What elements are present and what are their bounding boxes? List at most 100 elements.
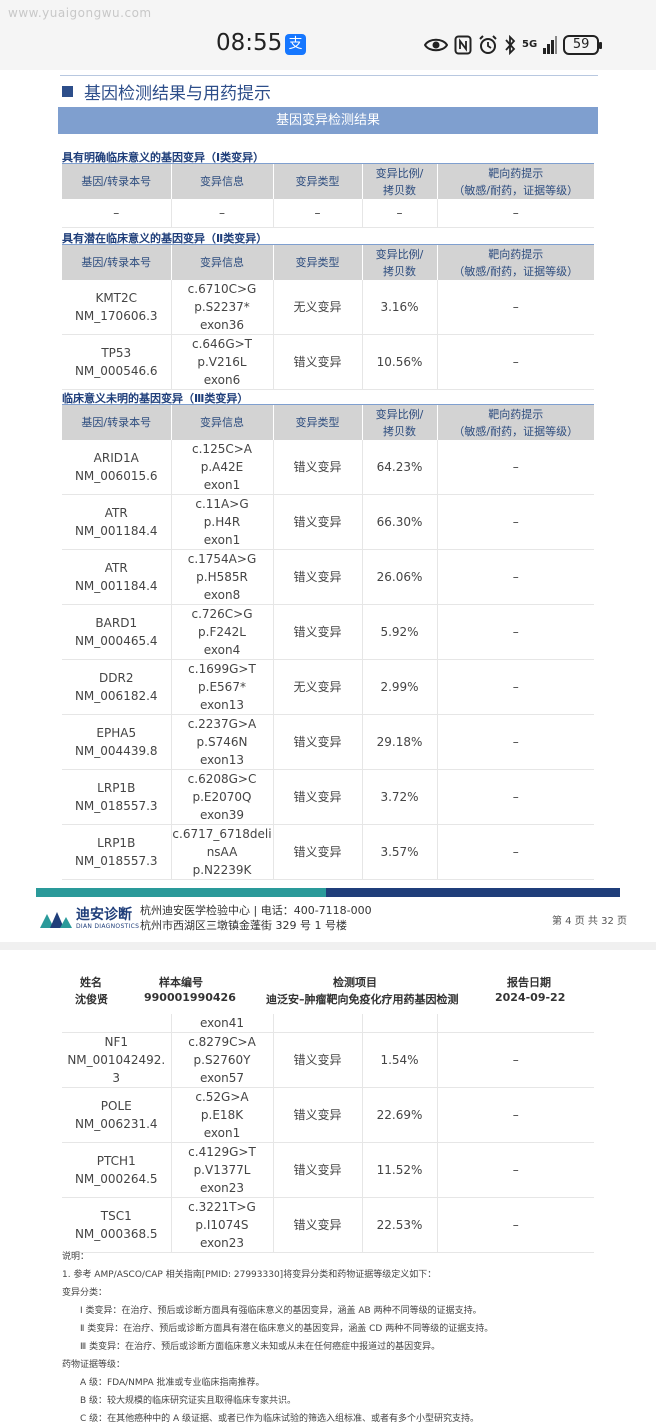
table-row: ARID1A NM_006015.6 c.125C>A p.A42E exon1 错… (62, 440, 594, 495)
type-cell: 错义变异 (273, 549, 363, 605)
drug-cell: – (437, 1032, 594, 1088)
page-number: 第 4 页 共 32 页 (552, 916, 627, 927)
sample-id: 990001990426 (144, 991, 236, 1004)
category-3-table: 基因/转录本号 变异信息 变异类型 变异比例/ 拷贝数 靶向药提示 （敏感/耐药… (62, 405, 594, 880)
table-row: DDR2 NM_006182.4 c.1699G>T p.E567* exon13… (62, 659, 594, 715)
footer-info: 杭州迪安医学检验中心 | 电话：400-7118-000 杭州市西湖区三墩镇金蓬… (140, 903, 372, 933)
category-2-table: 基因/转录本号 变异信息 变异类型 变异比例/ 拷贝数 靶向药提示 （敏感/耐药… (62, 245, 594, 390)
gene-cell: LRP1B NM_018557.3 (62, 769, 172, 825)
nfc-icon (454, 35, 472, 55)
section-bullet-icon (62, 86, 73, 97)
eye-icon (424, 38, 448, 52)
type-cell: 错义变异 (273, 1142, 363, 1198)
variant-cell: c.8279C>A p.S2760Y exon57 (171, 1032, 274, 1088)
drug-cell: – (437, 199, 594, 228)
logo-chinese-name: 迪安诊断 (76, 907, 132, 923)
header-variant: 变异信息 (171, 164, 274, 199)
ratio-cell: 26.06% (362, 549, 438, 605)
table-row: ATR NM_001184.4 c.1754A>G p.H585R exon8 错义… (62, 549, 594, 605)
table-row: EPHA5 NM_004439.8 c.2237G>A p.S746N exon1… (62, 714, 594, 770)
header-drug: 靶向药提示 （敏感/耐药，证据等级） (437, 405, 594, 440)
ratio-cell: – (362, 199, 438, 228)
notes-reference: 1. 参考 AMP/ASCO/CAP 相关指南[PMID: 27993330]将… (62, 1270, 437, 1280)
variant-cell: c.4129G>T p.V1377L exon23 (171, 1142, 274, 1198)
alipay-notification-icon: 支 (285, 34, 306, 55)
ratio-cell: 3.72% (362, 769, 438, 825)
variant-cell: – (171, 199, 274, 228)
table-row: KMT2C NM_170606.3 c.6710C>G p.S2237* exon… (62, 280, 594, 335)
footer-bar-accent (36, 888, 326, 897)
watermark: www.yuaigongwu.com (8, 6, 152, 20)
header-type: 变异类型 (273, 405, 363, 440)
level-b-definition: B 级：较大规模的临床研究证实且取得临床专家共识。 (80, 1396, 297, 1406)
class-1-definition: Ⅰ 类变异：在治疗、预后或诊断方面具有强临床意义的基因变异，涵盖 AB 两种不同… (80, 1306, 482, 1316)
signal-icon (543, 36, 558, 54)
ratio-cell: 10.56% (362, 334, 438, 390)
drug-cell: – (437, 714, 594, 770)
gene-cell: TP53 NM_000546.6 (62, 334, 172, 390)
drug-cell: – (437, 494, 594, 550)
report-page-4: 基因检测结果与用药提示 基因变异检测结果 具有明确临床意义的基因变异（Ⅰ类变异）… (0, 70, 656, 942)
type-cell: 错义变异 (273, 604, 363, 660)
category-1-table: 基因/转录本号 变异信息 变异类型 变异比例/ 拷贝数 靶向药提示 （敏感/耐药… (62, 164, 594, 228)
ratio-cell: 11.52% (362, 1142, 438, 1198)
header-ratio: 变异比例/ 拷贝数 (362, 164, 438, 199)
type-cell: 无义变异 (273, 659, 363, 715)
status-bar: www.yuaigongwu.com 08:55 支 5G 59 (0, 0, 656, 70)
type-cell: 无义变异 (273, 280, 363, 335)
header-drug: 靶向药提示 （敏感/耐药，证据等级） (437, 164, 594, 199)
footer-contact: 杭州迪安医学检验中心 | 电话：400-7118-000 (140, 904, 372, 917)
company-logo: 迪安诊断 DIAN DIAGNOSTICS (38, 908, 139, 930)
class-2-definition: Ⅱ 类变异：在治疗、预后或诊断方面具有潜在临床意义的基因变异，涵盖 CD 两种不… (80, 1324, 494, 1334)
report-page-5: 姓名 沈俊贤 样本编号 990001990426 检测项目 迪泛安–肿瘤靶向免疫… (0, 950, 656, 1424)
clock: 08:55 (216, 30, 283, 56)
drug-cell: – (437, 1087, 594, 1143)
table-row: ATR NM_001184.4 c.11A>G p.H4R exon1 错义变异 66… (62, 494, 594, 550)
gene-cell: PTCH1 NM_000264.5 (62, 1142, 172, 1198)
network-label: 5G (522, 39, 538, 50)
header-type: 变异类型 (273, 164, 363, 199)
type-cell: 错义变异 (273, 824, 363, 880)
bluetooth-icon (505, 35, 516, 55)
variant-cell: c.1754A>G p.H585R exon8 (171, 549, 274, 605)
table-row: LRP1B NM_018557.3 c.6717_6718deli nsAA p.… (62, 824, 594, 880)
header-ratio: 变异比例/ 拷贝数 (362, 405, 438, 440)
dian-logo-icon (40, 912, 72, 928)
gene-cell: ATR NM_001184.4 (62, 494, 172, 550)
type-cell: 错义变异 (273, 1032, 363, 1088)
variant-cell: c.3221T>G p.I1074S exon23 (171, 1197, 274, 1253)
drug-cell: – (437, 1197, 594, 1253)
table-row: TP53 NM_000546.6 c.646G>T p.V216L exon6 错义… (62, 334, 594, 390)
ratio-cell: 3.16% (362, 280, 438, 335)
ratio-cell: 5.92% (362, 604, 438, 660)
variant-cell: c.1699G>T p.E567* exon13 (171, 659, 274, 715)
ratio-cell: 2.99% (362, 659, 438, 715)
gene-cell: NF1 NM_001042492. 3 (62, 1032, 172, 1088)
ratio-cell: 1.54% (362, 1032, 438, 1088)
category-1-title: 具有明确临床意义的基因变异（Ⅰ类变异） (62, 151, 265, 164)
gene-cell: POLE NM_006231.4 (62, 1087, 172, 1143)
gene-cell: DDR2 NM_006182.4 (62, 659, 172, 715)
drug-cell: – (437, 1142, 594, 1198)
type-cell: 错义变异 (273, 440, 363, 495)
type-cell: 错义变异 (273, 1197, 363, 1253)
variant-cell: c.52G>A p.E18K exon1 (171, 1087, 274, 1143)
drug-cell: – (437, 659, 594, 715)
report-date-label: 报告日期 (507, 976, 551, 989)
drug-cell: – (437, 604, 594, 660)
variant-cell: c.6710C>G p.S2237* exon36 (171, 280, 274, 335)
drug-cell: – (437, 549, 594, 605)
table-row: LRP1B NM_018557.3 c.6208G>C p.E2070Q exon… (62, 769, 594, 825)
category-3-rule (62, 404, 594, 405)
table-row: PTCH1 NM_000264.5 c.4129G>T p.V1377L exon… (62, 1142, 594, 1198)
gene-cell: TSC1 NM_000368.5 (62, 1197, 172, 1253)
header-type: 变异类型 (273, 245, 363, 280)
test-item-label: 检测项目 (333, 976, 377, 989)
variant-cell: c.6717_6718deli nsAA p.N2239K (171, 824, 274, 880)
category-2-rule (62, 244, 594, 245)
variant-cell: c.11A>G p.H4R exon1 (171, 494, 274, 550)
gene-cell: LRP1B NM_018557.3 (62, 824, 172, 880)
header-drug: 靶向药提示 （敏感/耐药，证据等级） (437, 245, 594, 280)
table-row: POLE NM_006231.4 c.52G>A p.E18K exon1 错义变异… (62, 1087, 594, 1143)
class-3-definition: Ⅲ 类变异：在治疗、预后或诊断方面临床意义未知或从未在任何癌症中报道过的基因变异… (80, 1342, 441, 1352)
